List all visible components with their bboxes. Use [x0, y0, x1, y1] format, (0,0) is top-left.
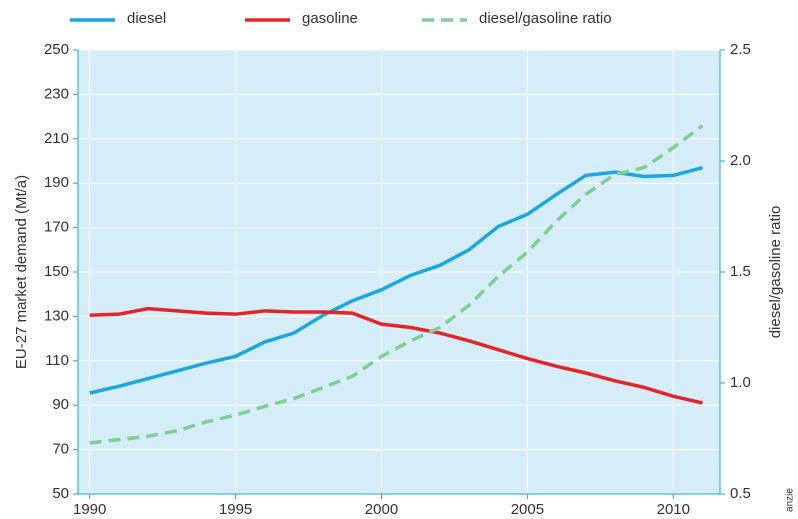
legend-label: diesel [127, 10, 166, 27]
series-line [89, 306, 703, 405]
y2-axis-label: diesel/gasoline ratio [767, 206, 784, 339]
y-tick-label: 210 [44, 130, 69, 147]
legend-label: gasoline [302, 10, 358, 27]
y2-tick-label: 1.5 [730, 263, 751, 280]
x-tick-label: 1990 [73, 501, 106, 518]
y-tick-label: 190 [44, 174, 69, 191]
legend-label: diesel/gasoline ratio [479, 10, 612, 27]
y2-tick-label: 1.0 [730, 374, 751, 391]
y2-tick-label: 2.5 [730, 41, 751, 58]
y-tick-label: 250 [44, 41, 69, 58]
y2-tick-label: 0.5 [730, 485, 751, 502]
x-tick-label: 2000 [365, 501, 398, 518]
y-tick-label: 90 [52, 396, 69, 413]
x-tick-label: 2010 [657, 501, 690, 518]
series-line [89, 165, 703, 395]
y-tick-label: 130 [44, 307, 69, 324]
x-tick-label: 1995 [219, 501, 252, 518]
y-tick-label: 50 [52, 485, 69, 502]
y-tick-label: 70 [52, 441, 69, 458]
y-tick-label: 170 [44, 219, 69, 236]
series-line [89, 124, 704, 445]
credit: anzie [785, 488, 796, 512]
y2-tick-label: 2.0 [730, 152, 751, 169]
y-tick-label: 230 [44, 85, 69, 102]
y-axis-label: EU-27 market demand (Mt/a) [13, 175, 30, 369]
y-tick-label: 150 [44, 263, 69, 280]
x-tick-label: 2005 [511, 501, 544, 518]
y-tick-label: 110 [45, 352, 69, 369]
